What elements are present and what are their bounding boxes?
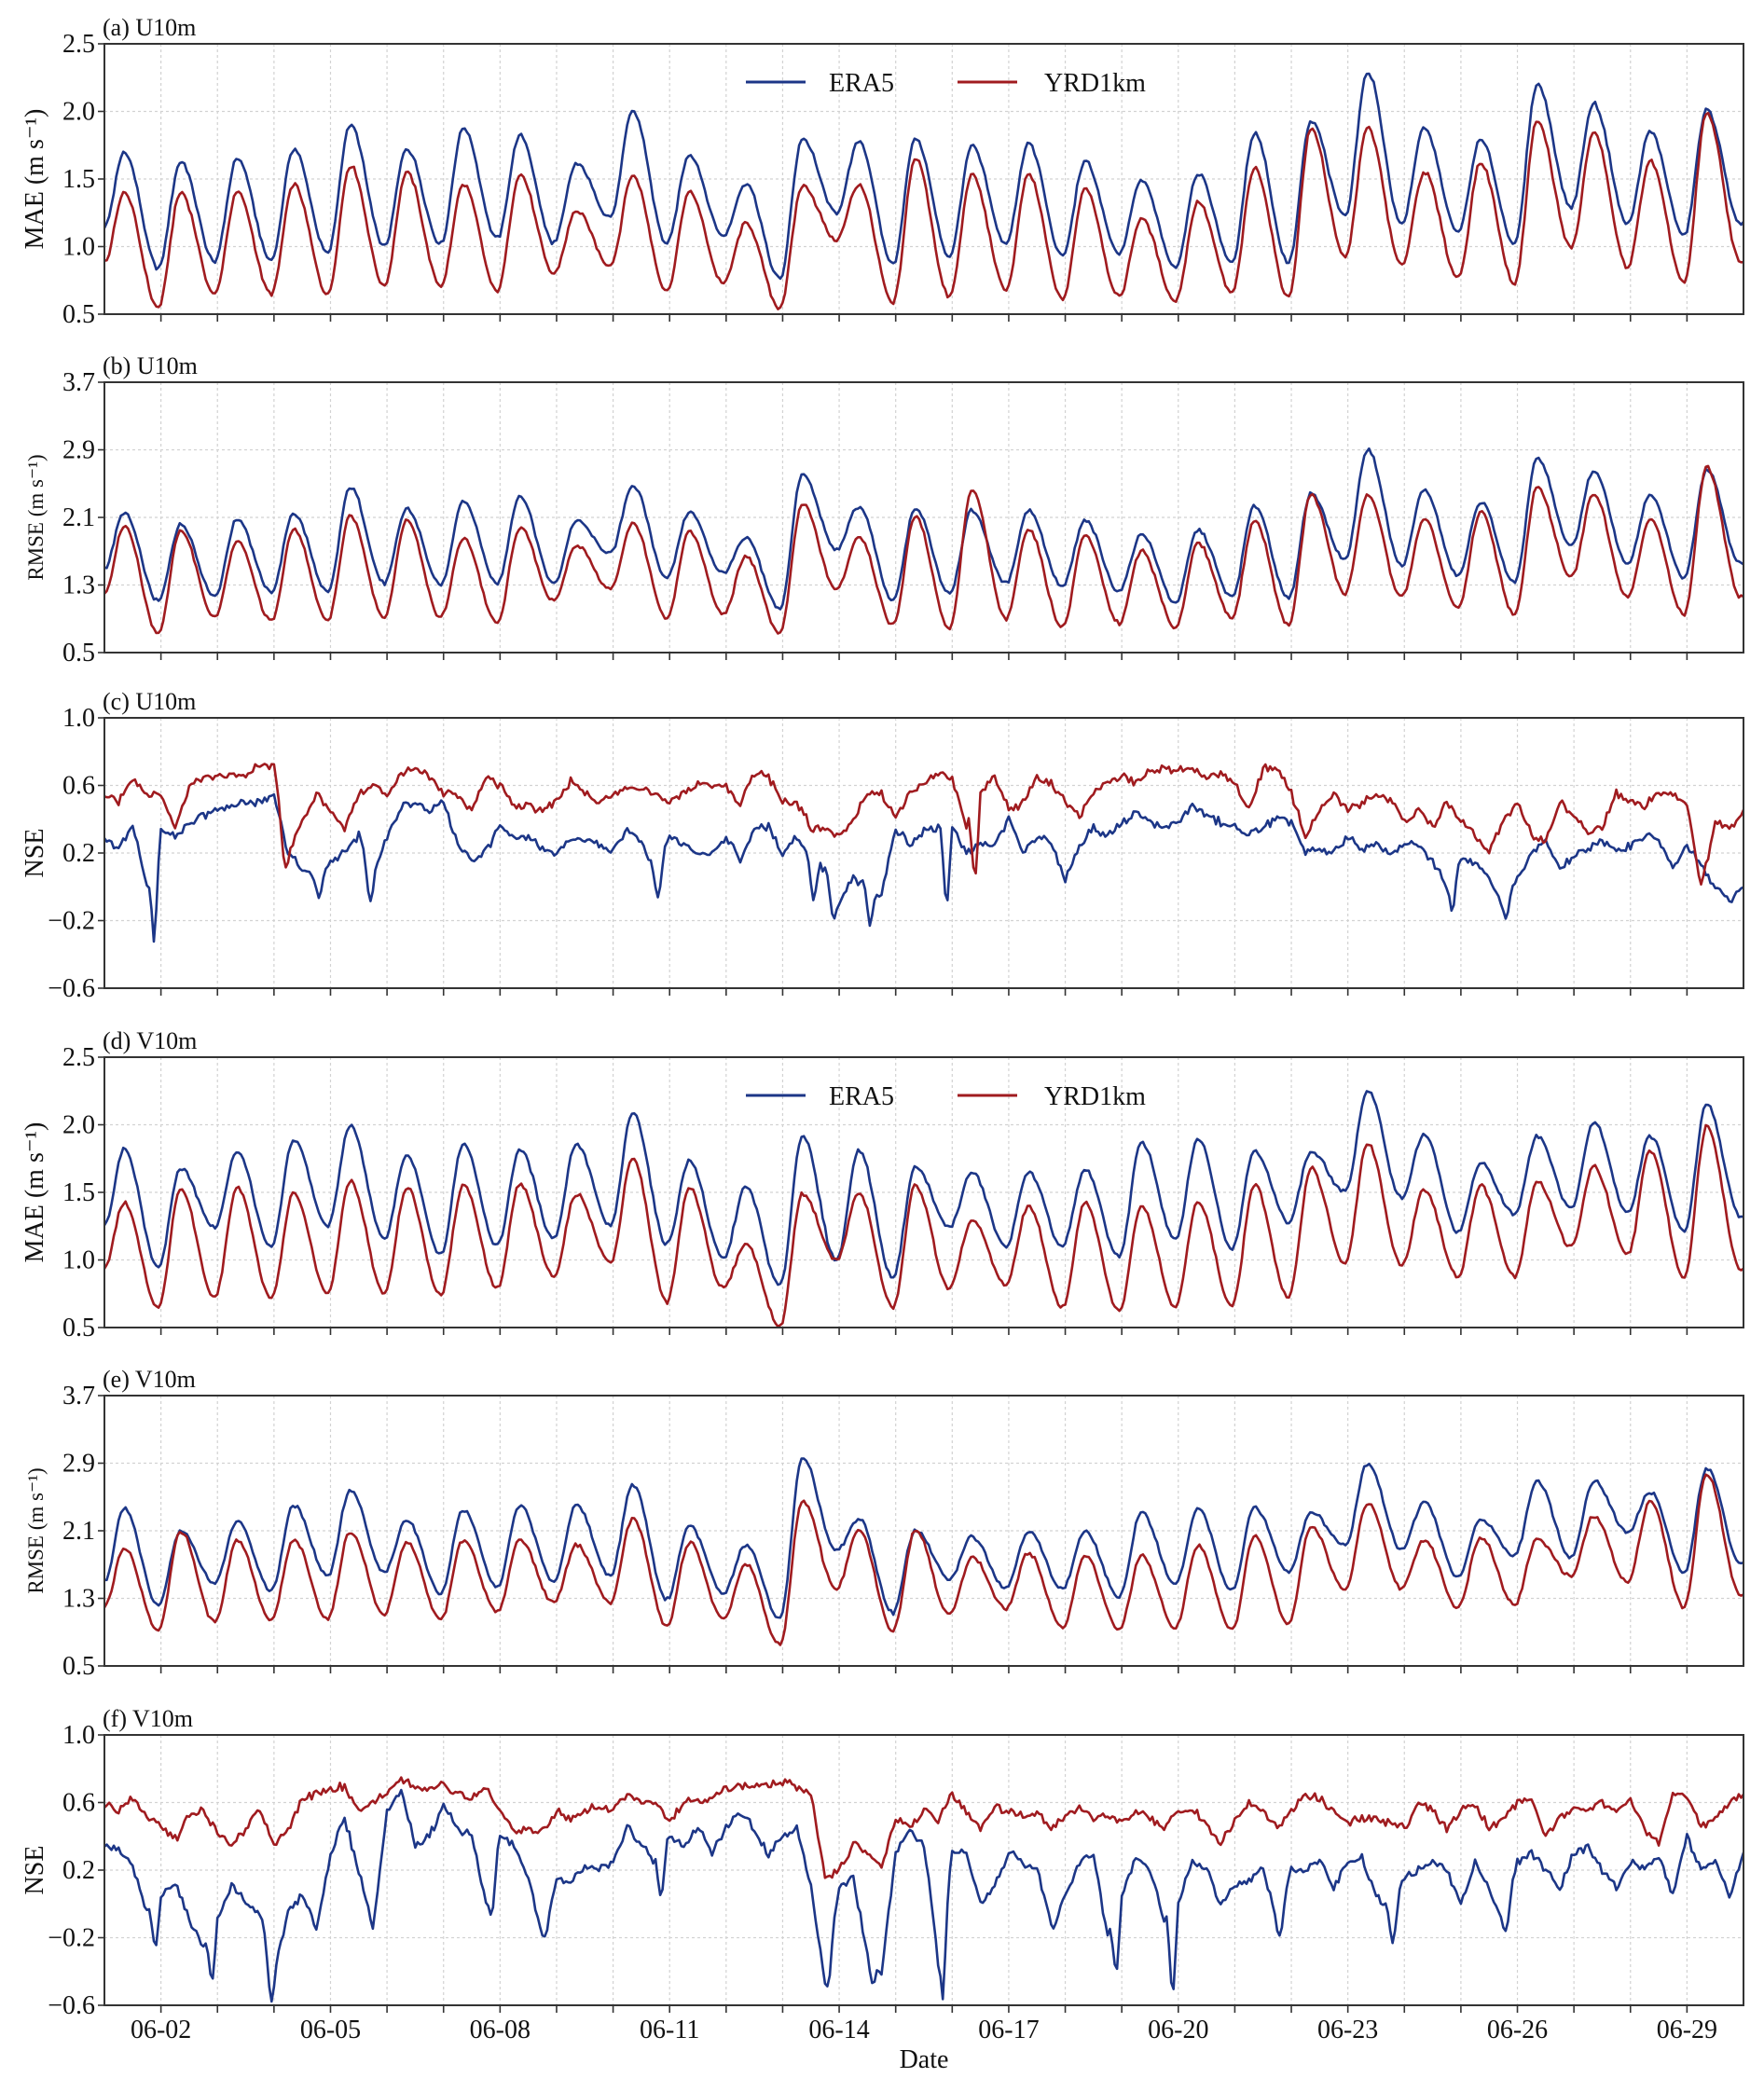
series-line-yrd1km bbox=[104, 464, 1743, 635]
legend-label-era5: ERA5 bbox=[829, 1082, 894, 1111]
y-tick-label: 0.6 bbox=[62, 1789, 95, 1818]
y-tick-label: 1.0 bbox=[62, 233, 95, 262]
y-axis-label: NSE bbox=[21, 829, 49, 878]
legend-label-era5: ERA5 bbox=[829, 69, 894, 98]
legend: ERA5 YRD1km bbox=[746, 69, 1146, 98]
y-tick-label: −0.2 bbox=[48, 1924, 95, 1953]
y-tick-label: 2.9 bbox=[62, 436, 95, 465]
x-tick-label: 06-29 bbox=[1657, 2016, 1717, 2044]
panel-b: 0.5 1.3 2.1 2.9 3.7 (b) U10m RMSE (m s⁻¹) bbox=[24, 352, 1744, 667]
panel-title: (c) U10m bbox=[103, 688, 196, 715]
x-tick-label: 06-05 bbox=[300, 2016, 361, 2044]
x-tick-label: 06-14 bbox=[808, 2016, 869, 2044]
plot-frame bbox=[103, 1395, 1744, 1667]
y-tick-label: 1.3 bbox=[62, 1585, 95, 1614]
series-group bbox=[104, 1090, 1743, 1328]
series-line-yrd1km bbox=[104, 111, 1743, 310]
y-tick-label: 1.0 bbox=[62, 704, 95, 733]
y-tick-label: 0.5 bbox=[62, 1652, 95, 1681]
y-tick-label: 2.0 bbox=[62, 1111, 95, 1140]
x-axis: 06-02 06-05 06-08 06-11 06-14 06-17 06-20 06-23… bbox=[131, 2016, 1717, 2074]
x-tick-label: 06-26 bbox=[1487, 2016, 1548, 2044]
series-line-era5 bbox=[104, 1788, 1743, 2003]
y-tick-label: 1.0 bbox=[62, 1721, 95, 1750]
panels: 0.5 1.0 1.5 2.0 2.5 (a) U10m MAE (m s⁻¹) ERA5 YR… bbox=[21, 14, 1744, 2020]
y-axis-label: RMSE (m s⁻¹) bbox=[24, 1467, 48, 1593]
y-tick-label: 3.7 bbox=[62, 1382, 95, 1411]
series-line-yrd1km bbox=[104, 1776, 1743, 1879]
series-group bbox=[104, 72, 1743, 310]
y-tick-label: 1.3 bbox=[62, 571, 95, 600]
panel-e: 0.5 1.3 2.1 2.9 3.7 (e) V10m RMSE (m s⁻¹) bbox=[24, 1366, 1744, 1681]
y-tick-label: 1.5 bbox=[62, 165, 95, 194]
plot-frame bbox=[103, 1734, 1744, 2006]
series-line-yrd1km bbox=[104, 1473, 1743, 1646]
legend: ERA5 YRD1km bbox=[746, 1082, 1146, 1111]
y-tick-label: 0.2 bbox=[62, 1856, 95, 1885]
panel-a: 0.5 1.0 1.5 2.0 2.5 (a) U10m MAE (m s⁻¹) ERA5 YR… bbox=[21, 14, 1744, 329]
y-axis-label: RMSE (m s⁻¹) bbox=[24, 454, 48, 580]
series-line-era5 bbox=[104, 72, 1743, 281]
y-tick-label: 3.7 bbox=[62, 368, 95, 397]
y-tick-label: 2.1 bbox=[62, 503, 95, 532]
plot-frame bbox=[103, 381, 1744, 654]
series-line-yrd1km bbox=[104, 1123, 1743, 1328]
panel-f: −0.6 −0.2 0.2 0.6 1.0 (f) V10m NSE bbox=[21, 1705, 1744, 2020]
series-line-era5 bbox=[104, 447, 1743, 611]
series-line-era5 bbox=[104, 1090, 1743, 1287]
x-tick-label: 06-08 bbox=[470, 2016, 531, 2044]
y-tick-label: 0.6 bbox=[62, 772, 95, 801]
y-axis-label: NSE bbox=[21, 1846, 49, 1895]
series-group bbox=[104, 447, 1743, 635]
series-group bbox=[104, 763, 1743, 943]
x-tick-label: 06-02 bbox=[131, 2016, 191, 2044]
y-tick-label: 2.1 bbox=[62, 1517, 95, 1546]
panel-c: −0.6 −0.2 0.2 0.6 1.0 (c) U10m NSE bbox=[21, 688, 1744, 1003]
series-line-era5 bbox=[104, 1457, 1743, 1619]
y-tick-label: −0.6 bbox=[48, 1991, 95, 2020]
y-tick-label: 1.5 bbox=[62, 1178, 95, 1207]
panel-title: (b) U10m bbox=[103, 352, 198, 379]
y-tick-label: 2.9 bbox=[62, 1450, 95, 1479]
panel-title: (e) V10m bbox=[103, 1366, 196, 1393]
plot-frame bbox=[103, 1056, 1744, 1328]
series-group bbox=[104, 1457, 1743, 1646]
legend-label-yrd1km: YRD1km bbox=[1044, 69, 1146, 98]
y-tick-label: −0.2 bbox=[48, 907, 95, 936]
x-tick-label: 06-11 bbox=[640, 2016, 699, 2044]
panel-title: (d) V10m bbox=[103, 1027, 197, 1054]
y-tick-label: 1.0 bbox=[62, 1246, 95, 1275]
x-tick-label: 06-20 bbox=[1148, 2016, 1208, 2044]
series-group bbox=[104, 1776, 1743, 2003]
series-line-yrd1km bbox=[104, 763, 1743, 886]
y-tick-label: 2.0 bbox=[62, 98, 95, 127]
plot-frame bbox=[103, 43, 1744, 315]
plot-frame bbox=[103, 717, 1744, 989]
x-tick-label: 06-23 bbox=[1317, 2016, 1378, 2044]
series-line-era5 bbox=[104, 792, 1743, 943]
panel-title: (a) U10m bbox=[103, 14, 196, 41]
panel-d: 0.5 1.0 1.5 2.0 2.5 (d) V10m MAE (m s⁻¹) ERA5 YR… bbox=[21, 1027, 1744, 1342]
y-tick-label: 2.5 bbox=[62, 30, 95, 59]
x-axis-label: Date bbox=[900, 2045, 949, 2074]
y-tick-label: 0.5 bbox=[62, 300, 95, 329]
x-tick-label: 06-17 bbox=[978, 2016, 1039, 2044]
y-tick-label: 0.5 bbox=[62, 1314, 95, 1342]
y-tick-label: 2.5 bbox=[62, 1043, 95, 1072]
y-tick-label: 0.5 bbox=[62, 639, 95, 667]
y-tick-label: 0.2 bbox=[62, 839, 95, 868]
y-axis-label: MAE (m s⁻¹) bbox=[21, 1122, 49, 1263]
legend-label-yrd1km: YRD1km bbox=[1044, 1082, 1146, 1111]
panel-title: (f) V10m bbox=[103, 1705, 193, 1732]
y-axis-label: MAE (m s⁻¹) bbox=[21, 109, 49, 250]
y-tick-label: −0.6 bbox=[48, 974, 95, 1003]
